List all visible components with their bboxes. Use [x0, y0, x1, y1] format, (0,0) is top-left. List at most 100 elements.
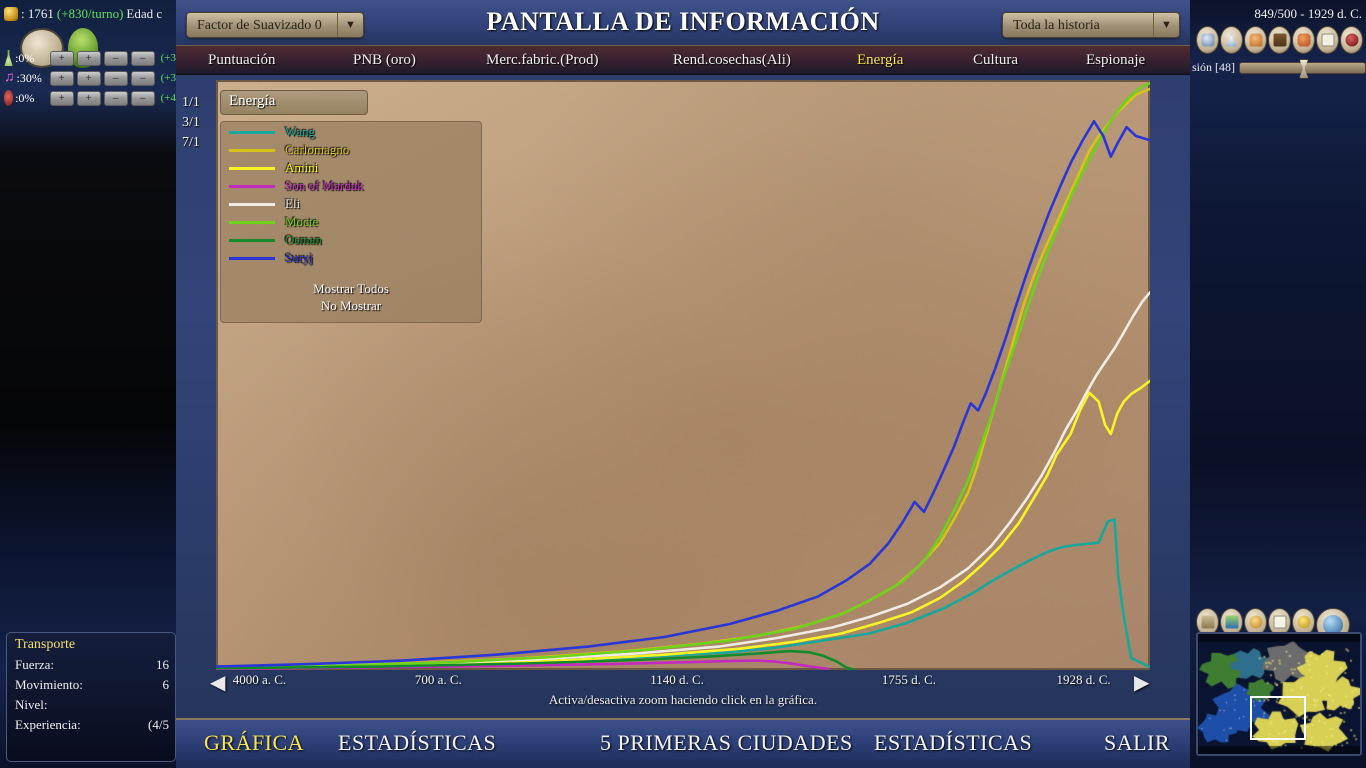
x-axis-tick-labels: 4000 a. C. 700 a. C. 1140 d. C. 1755 d. C. 1…	[216, 672, 1150, 692]
history-range-dropdown[interactable]: Toda la historia ▼	[1002, 12, 1180, 38]
flask-icon[interactable]	[1220, 26, 1243, 54]
slider-row-culture: ♫ :30% + + – – (+3	[4, 68, 176, 88]
unit-level-label: Nivel:	[15, 697, 48, 713]
praying-hands-icon[interactable]	[1244, 26, 1267, 54]
science-inc-1[interactable]: +	[50, 51, 74, 66]
show-all-button[interactable]: Mostrar Todos	[221, 280, 481, 297]
resource-row: : 1761 (+830/turno) Edad c	[4, 6, 162, 22]
chart-report-icon[interactable]	[1316, 26, 1339, 54]
culture-dec-1[interactable]: –	[104, 71, 128, 86]
x-tick-1: 700 a. C.	[415, 672, 462, 688]
culture-inc-1[interactable]: +	[50, 71, 74, 86]
espionage-percent: :0%	[15, 91, 44, 106]
legend-title-text: Energía	[229, 93, 275, 109]
x-tick-3: 1755 d. C.	[882, 672, 936, 688]
tab-merc-fabric-prod[interactable]: Merc.fabric.(Prod)	[486, 52, 598, 69]
category-tabs: Puntuación PNB (oro) Merc.fabric.(Prod) Ren…	[176, 45, 1190, 75]
culture-inc-2[interactable]: +	[77, 71, 101, 86]
legend-color-swatch	[229, 203, 275, 206]
chevron-down-icon-2[interactable]: ▼	[1153, 13, 1179, 37]
legend-actions: Mostrar Todos No Mostrar	[221, 280, 481, 314]
unit-stat-level: Nivel:	[7, 695, 175, 715]
science-icon	[4, 50, 13, 66]
briefcase-icon[interactable]	[1268, 26, 1291, 54]
tab-cultura[interactable]: Cultura	[973, 52, 1018, 69]
smoothing-dropdown[interactable]: Factor de Suavizado 0 ▼	[186, 12, 364, 38]
tab-rend-cosechas-ali[interactable]: Rend.cosechas(Ali)	[673, 52, 791, 69]
x-tick-4: 1928 d. C.	[1056, 672, 1110, 688]
legend-title-box: Energía	[220, 90, 368, 115]
legend-item-label: Osman	[285, 232, 322, 248]
legend-color-swatch	[229, 167, 275, 170]
spy-icon[interactable]	[1340, 26, 1363, 54]
turn-indicator: 849/500 - 1929 d. C.	[1254, 6, 1362, 22]
expansion-label: sión [48]	[1192, 60, 1235, 75]
slider-row-science: :0% + + – – (+3	[4, 48, 176, 68]
legend-item-son-of-marduk[interactable]: Son of Marduk	[229, 178, 481, 194]
legend-color-swatch	[229, 257, 275, 260]
legend-item-mocte[interactable]: Mocte	[229, 214, 481, 230]
unit-experience-value: (4/5	[148, 717, 169, 733]
espionage-inc-2[interactable]: +	[77, 91, 101, 106]
legend-item-label: Suryj	[285, 250, 313, 266]
culture-dec-2[interactable]: –	[131, 71, 155, 86]
expansion-slider-knob[interactable]	[1299, 59, 1309, 79]
legend-item-label: Wang	[285, 124, 315, 140]
legend-item-wang[interactable]: Wang	[229, 124, 481, 140]
culture-icon: ♫	[4, 70, 15, 86]
bottom-nav-estadísticas[interactable]: ESTADÍSTICAS	[874, 730, 1032, 756]
unit-info-panel[interactable]: Transporte Fuerza: 16 Movimiento: 6 Nive…	[6, 632, 176, 762]
legend-items-list: Wang Carlomagno Amini Son of Marduk Eli Mocte…	[221, 124, 481, 266]
bottom-nav-estadísticas[interactable]: ESTADÍSTICAS	[338, 730, 496, 756]
unit-name: Transporte	[7, 633, 175, 655]
y-tick-2: 7/1	[182, 133, 200, 153]
right-hud-panel: 849/500 - 1929 d. C. sión [48]	[1190, 0, 1366, 768]
science-inc-2[interactable]: +	[77, 51, 101, 66]
legend-item-label: Carlomagno	[285, 142, 349, 158]
espionage-inc-1[interactable]: +	[50, 91, 74, 106]
legend-item-osman[interactable]: Osman	[229, 232, 481, 248]
tab-espionaje[interactable]: Espionaje	[1086, 52, 1145, 69]
hide-all-button[interactable]: No Mostrar	[221, 297, 481, 314]
gold-rate: (+830/turno)	[57, 6, 124, 22]
legend-item-label: Eli	[285, 196, 300, 212]
legend-item-label: Son of Marduk	[285, 178, 364, 194]
slider-row-espionage: :0% + + – – (+4	[4, 88, 176, 108]
legend-color-swatch	[229, 131, 275, 134]
science-dec-2[interactable]: –	[131, 51, 155, 66]
tab-pnb-oro[interactable]: PNB (oro)	[353, 52, 416, 69]
minimap-viewport-rect[interactable]	[1250, 696, 1306, 740]
legend-panel[interactable]: Wang Carlomagno Amini Son of Marduk Eli Mocte…	[220, 121, 482, 323]
minimap[interactable]	[1196, 632, 1362, 756]
expansion-slider-row: sión [48]	[1192, 60, 1366, 75]
tab-energ-a[interactable]: Energía	[857, 52, 903, 69]
expansion-slider[interactable]	[1239, 62, 1366, 74]
bottom-nav-gráfica[interactable]: GRÁFICA	[204, 730, 304, 756]
unit-stat-experience: Experiencia: (4/5	[7, 715, 175, 735]
legend-item-carlomagno[interactable]: Carlomagno	[229, 142, 481, 158]
legend-item-eli[interactable]: Eli	[229, 196, 481, 212]
smoothing-dropdown-value: Factor de Suavizado 0	[187, 13, 337, 37]
science-delta: (+3	[161, 52, 176, 64]
gold-amount: : 1761	[21, 6, 54, 22]
y-tick-1: 3/1	[182, 113, 200, 133]
culture-percent: :30%	[17, 71, 44, 86]
espionage-dec-2[interactable]: –	[131, 91, 155, 106]
chevron-down-icon[interactable]: ▼	[337, 13, 363, 37]
espionage-dec-1[interactable]: –	[104, 91, 128, 106]
science-dec-1[interactable]: –	[104, 51, 128, 66]
unit-strength-value: 16	[156, 657, 169, 673]
fist-icon[interactable]	[1292, 26, 1315, 54]
y-tick-0: 1/1	[182, 93, 200, 113]
unit-experience-label: Experiencia:	[15, 717, 81, 733]
research-icon[interactable]	[1196, 26, 1219, 54]
unit-strength-label: Fuerza:	[15, 657, 54, 673]
legend-item-label: Amini	[285, 160, 318, 176]
tab-puntuaci-n[interactable]: Puntuación	[208, 52, 276, 69]
legend-item-suryj[interactable]: Suryj	[229, 250, 481, 266]
legend-item-amini[interactable]: Amini	[229, 160, 481, 176]
bottom-nav-salir[interactable]: SALIR	[1104, 730, 1170, 756]
bottom-nav-5-primeras-ciudades[interactable]: 5 PRIMERAS CIUDADES	[600, 730, 853, 756]
history-range-value: Toda la historia	[1003, 13, 1153, 37]
app-root: : 1761 (+830/turno) Edad c :0% + + – – (…	[0, 0, 1366, 768]
